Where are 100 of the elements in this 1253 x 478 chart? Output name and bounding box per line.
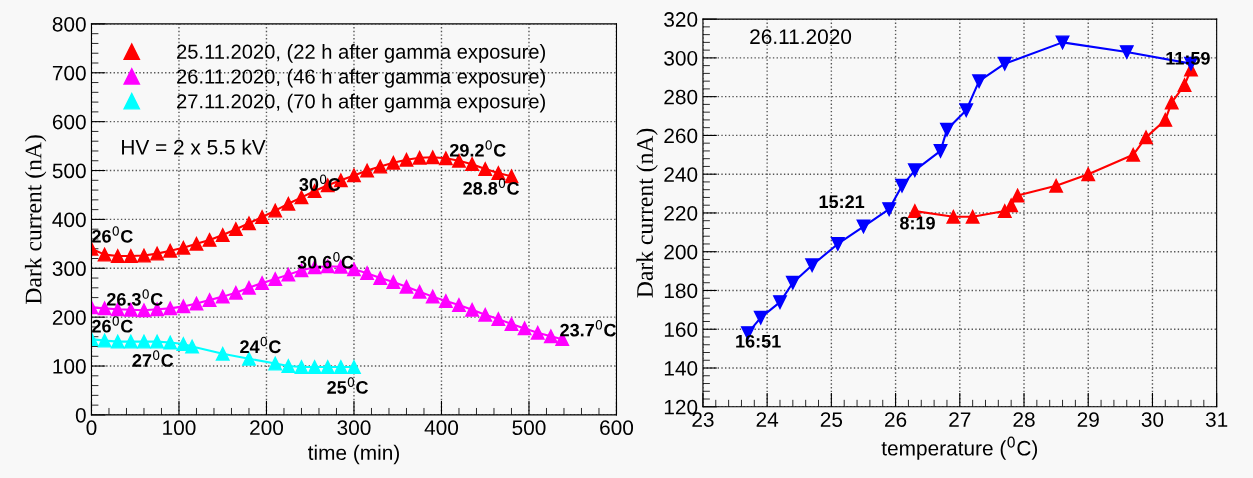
y-tick-label: 220 <box>664 205 698 221</box>
point <box>373 271 388 285</box>
point <box>1010 188 1025 203</box>
x-tick-label: 0 <box>86 420 97 436</box>
point <box>965 209 980 224</box>
point <box>176 240 191 255</box>
y-tick-label: 320 <box>664 12 698 27</box>
point <box>281 359 296 373</box>
point <box>268 272 283 286</box>
y-tick-label: 700 <box>52 65 86 81</box>
x-tick-label: 26 <box>885 412 907 427</box>
point <box>176 337 191 351</box>
x-tick-label: 24 <box>756 412 779 427</box>
y-tick-label: 140 <box>664 361 698 376</box>
point <box>268 356 283 371</box>
point <box>123 334 138 349</box>
x-tick-label: 500 <box>512 420 546 436</box>
point <box>1055 35 1070 50</box>
point <box>1158 112 1173 127</box>
point <box>452 297 466 312</box>
point <box>1004 198 1019 213</box>
point <box>543 329 558 344</box>
y-tick-label: 180 <box>664 283 698 299</box>
y-tick-label: 300 <box>52 261 86 277</box>
point <box>163 243 178 258</box>
y-tick-label: 800 <box>52 16 86 32</box>
point <box>202 232 217 247</box>
legend-label: 25.11.2020, (22 h after gamma exposure) <box>177 44 545 63</box>
point <box>281 196 296 211</box>
x-tick-label: 200 <box>250 420 284 436</box>
y-tick-label: 280 <box>664 89 698 105</box>
point <box>176 299 191 314</box>
legend-label: 27.11.2020, (70 h after gamma exposure) <box>177 93 545 113</box>
x-tick-label: 29 <box>1077 412 1099 427</box>
y-tick-label: 260 <box>664 128 698 144</box>
y-tick-label: 300 <box>664 50 698 66</box>
y-axis-title: Dark current (nA) <box>636 128 658 298</box>
point <box>491 166 506 180</box>
point <box>268 203 283 218</box>
point <box>333 360 348 374</box>
point <box>215 289 230 304</box>
point <box>189 236 204 251</box>
point <box>412 150 427 165</box>
point <box>137 334 151 349</box>
y-tick-label: 240 <box>664 167 698 182</box>
point <box>940 122 954 137</box>
point <box>242 216 256 231</box>
point <box>1139 130 1153 145</box>
point <box>110 249 125 264</box>
point <box>830 237 845 251</box>
y-tick-label: 500 <box>52 163 86 179</box>
point <box>412 284 427 299</box>
point <box>933 143 948 158</box>
point <box>123 249 138 264</box>
point <box>805 258 820 273</box>
point <box>1049 178 1064 193</box>
y-tick-label: 400 <box>52 212 86 228</box>
x-tick-label: 31 <box>1205 412 1228 427</box>
annotation: 15:21 <box>819 195 865 209</box>
point <box>163 301 178 316</box>
point <box>856 219 871 234</box>
point <box>753 310 768 325</box>
point <box>785 275 800 290</box>
legend-label: 26.11.2020, (46 h after gamma exposure) <box>177 68 545 88</box>
x-tick-label: 25 <box>820 412 843 427</box>
y-tick-label: 200 <box>664 244 698 260</box>
annotation: 26.11.2020 <box>750 29 852 45</box>
annotation: 25$^{0}$C <box>327 377 369 394</box>
point <box>347 360 361 374</box>
y-tick-label: 200 <box>52 310 86 325</box>
point <box>491 312 506 327</box>
point <box>972 74 987 89</box>
point <box>255 275 270 290</box>
point <box>281 267 296 282</box>
point <box>215 346 230 361</box>
point <box>97 247 112 262</box>
point <box>478 162 493 177</box>
point <box>773 295 787 310</box>
point <box>386 275 401 289</box>
point <box>1119 45 1134 60</box>
point <box>294 190 309 205</box>
point <box>294 360 309 374</box>
annotation: 26.3$^{0}$C <box>106 289 163 306</box>
point <box>228 285 243 300</box>
point <box>347 168 361 183</box>
x-tick-label: 400 <box>424 420 459 436</box>
point <box>517 321 532 336</box>
point <box>307 360 322 374</box>
annotation: 16:51 <box>736 334 781 348</box>
point <box>137 248 151 263</box>
x-tick-label: 28 <box>1013 412 1035 427</box>
x-tick-label: 100 <box>163 420 196 436</box>
point <box>150 246 165 261</box>
point <box>360 266 375 281</box>
x-tick-label: 27 <box>949 412 971 427</box>
annotation: 26$^{0}$C <box>92 226 133 243</box>
point <box>907 163 922 178</box>
point <box>360 163 375 178</box>
x-axis-title: time (min) <box>308 444 399 465</box>
point <box>150 334 165 349</box>
